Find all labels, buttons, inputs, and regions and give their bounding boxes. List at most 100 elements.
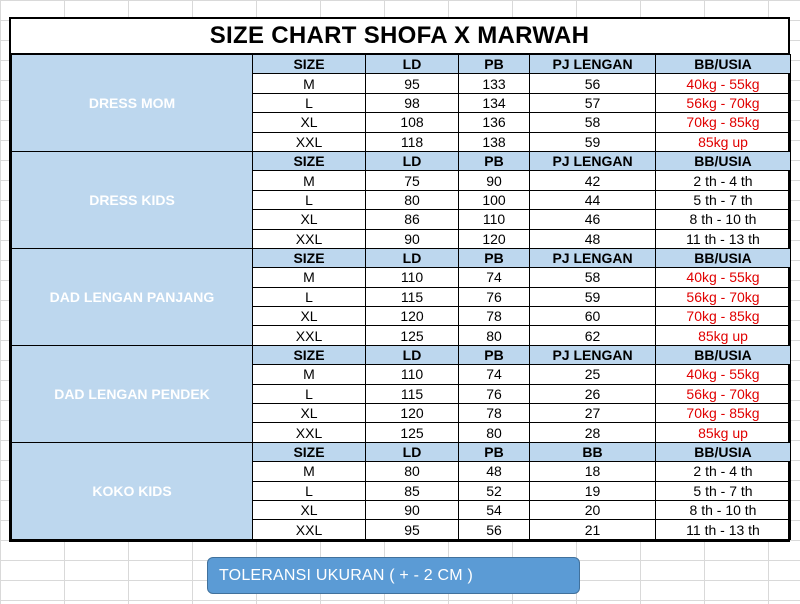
cell-size: L bbox=[252, 92, 366, 114]
cell-bb: 8 th - 10 th bbox=[655, 499, 791, 521]
cell-ld: 90 bbox=[365, 228, 459, 249]
cell-lengan: 26 bbox=[529, 383, 656, 405]
cell-ld: 80 bbox=[365, 461, 459, 482]
table-row: L 80 100 44 5 th - 7 th bbox=[12, 189, 791, 211]
cell-lengan: 62 bbox=[529, 325, 656, 346]
cell-size: XL bbox=[252, 499, 366, 521]
cell-ld: 108 bbox=[365, 112, 459, 133]
table-row: XXL 125 80 28 85kg up bbox=[12, 422, 791, 443]
cell-size: L bbox=[252, 480, 366, 501]
table-row: XXL 95 56 21 11 th - 13 th bbox=[12, 519, 791, 540]
cell-bb: 11 th - 13 th bbox=[655, 519, 791, 540]
cell-size: M bbox=[252, 267, 366, 288]
cell-lengan: 56 bbox=[529, 73, 656, 94]
cell-ld: 85 bbox=[365, 480, 459, 501]
cell-size: L bbox=[252, 189, 366, 211]
cell-lengan: 60 bbox=[529, 306, 656, 327]
column-header: BB/USIA bbox=[655, 441, 791, 463]
section-label: DAD LENGAN PANJANG bbox=[11, 247, 253, 346]
section-header-row: DAD LENGAN PENDEK SIZE LD PB PJ LENGAN BB/USI… bbox=[11, 344, 791, 443]
table-row: M 80 48 18 2 th - 4 th bbox=[12, 461, 791, 482]
section-label: DRESS MOM bbox=[11, 54, 253, 152]
table-row: XXL 125 80 62 85kg up bbox=[12, 325, 791, 346]
cell-lengan: 42 bbox=[529, 170, 656, 191]
column-header: PJ LENGAN bbox=[529, 53, 656, 75]
column-header: BB bbox=[529, 441, 656, 463]
cell-lengan: 59 bbox=[529, 131, 656, 152]
cell-pb: 76 bbox=[458, 383, 530, 405]
table-row: XXL 118 138 59 85kg up bbox=[12, 131, 791, 152]
column-header: LD bbox=[365, 247, 459, 269]
column-header: PB bbox=[458, 344, 530, 366]
cell-pb: 80 bbox=[458, 325, 530, 346]
cell-size: XL bbox=[252, 403, 366, 424]
table-row: M 75 90 42 2 th - 4 th bbox=[12, 170, 791, 191]
cell-size: L bbox=[252, 383, 366, 405]
cell-bb: 11 th - 13 th bbox=[655, 228, 791, 249]
cell-pb: 76 bbox=[458, 286, 530, 308]
cell-ld: 90 bbox=[365, 499, 459, 521]
cell-bb: 5 th - 7 th bbox=[655, 189, 791, 211]
cell-bb: 85kg up bbox=[655, 325, 791, 346]
cell-bb: 70kg - 85kg bbox=[655, 306, 791, 327]
cell-bb: 56kg - 70kg bbox=[655, 383, 791, 405]
column-header: BB/USIA bbox=[655, 150, 791, 172]
cell-ld: 120 bbox=[365, 306, 459, 327]
section-header-row: DAD LENGAN PANJANG SIZE LD PB PJ LENGAN BB/US… bbox=[11, 247, 791, 346]
cell-lengan: 59 bbox=[529, 286, 656, 308]
cell-ld: 115 bbox=[365, 383, 459, 405]
cell-ld: 118 bbox=[365, 131, 459, 152]
cell-bb: 70kg - 85kg bbox=[655, 403, 791, 424]
cell-pb: 56 bbox=[458, 519, 530, 540]
section-label: DRESS KIDS bbox=[11, 150, 253, 249]
cell-lengan: 58 bbox=[529, 267, 656, 288]
cell-bb: 70kg - 85kg bbox=[655, 112, 791, 133]
cell-pb: 74 bbox=[458, 267, 530, 288]
cell-size: XXL bbox=[252, 228, 366, 249]
cell-bb: 40kg - 55kg bbox=[655, 364, 791, 385]
cell-ld: 125 bbox=[365, 422, 459, 443]
column-header: SIZE bbox=[252, 53, 366, 75]
section-header-row: DRESS KIDS SIZE LD PB PJ LENGAN BB/USIA bbox=[11, 150, 791, 249]
cell-size: M bbox=[252, 170, 366, 191]
size-table-body: DRESS MOM SIZE LD PB PJ LENGAN BB/USIA M 95 133 5… bbox=[11, 53, 791, 540]
cell-lengan: 21 bbox=[529, 519, 656, 540]
cell-ld: 86 bbox=[365, 209, 459, 230]
column-header: SIZE bbox=[252, 344, 366, 366]
column-header: LD bbox=[365, 344, 459, 366]
cell-size: XL bbox=[252, 306, 366, 327]
cell-pb: 100 bbox=[458, 189, 530, 211]
cell-size: XXL bbox=[252, 422, 366, 443]
cell-size: XXL bbox=[252, 131, 366, 152]
column-header: LD bbox=[365, 150, 459, 172]
column-header: PJ LENGAN bbox=[529, 150, 656, 172]
cell-ld: 110 bbox=[365, 267, 459, 288]
cell-bb: 5 th - 7 th bbox=[655, 480, 791, 501]
cell-bb: 56kg - 70kg bbox=[655, 286, 791, 308]
cell-ld: 80 bbox=[365, 189, 459, 211]
cell-pb: 78 bbox=[458, 306, 530, 327]
cell-size: XXL bbox=[252, 519, 366, 540]
section-header-row: KOKO KIDS SIZE LD PB BB BB/USIA bbox=[11, 441, 791, 540]
size-chart: SIZE CHART SHOFA X MARWAH DRESS MOM SIZE L… bbox=[9, 17, 791, 542]
column-header: PB bbox=[458, 150, 530, 172]
cell-lengan: 28 bbox=[529, 422, 656, 443]
column-header: PB bbox=[458, 247, 530, 269]
cell-ld: 120 bbox=[365, 403, 459, 424]
cell-lengan: 20 bbox=[529, 499, 656, 521]
section-header-row: DRESS MOM SIZE LD PB PJ LENGAN BB/USIA bbox=[11, 53, 791, 152]
size-table: DRESS MOM SIZE LD PB PJ LENGAN BB/USIA M 95 133 5… bbox=[11, 53, 791, 540]
cell-bb: 85kg up bbox=[655, 422, 791, 443]
table-row: XL 86 110 46 8 th - 10 th bbox=[12, 209, 791, 230]
table-row: XXL 90 120 48 11 th - 13 th bbox=[12, 228, 791, 249]
column-header: LD bbox=[365, 53, 459, 75]
cell-pb: 133 bbox=[458, 73, 530, 94]
cell-pb: 138 bbox=[458, 131, 530, 152]
cell-pb: 90 bbox=[458, 170, 530, 191]
column-header: PB bbox=[458, 441, 530, 463]
cell-ld: 115 bbox=[365, 286, 459, 308]
cell-bb: 85kg up bbox=[655, 131, 791, 152]
cell-size: M bbox=[252, 364, 366, 385]
cell-lengan: 44 bbox=[529, 189, 656, 211]
cell-lengan: 57 bbox=[529, 92, 656, 114]
